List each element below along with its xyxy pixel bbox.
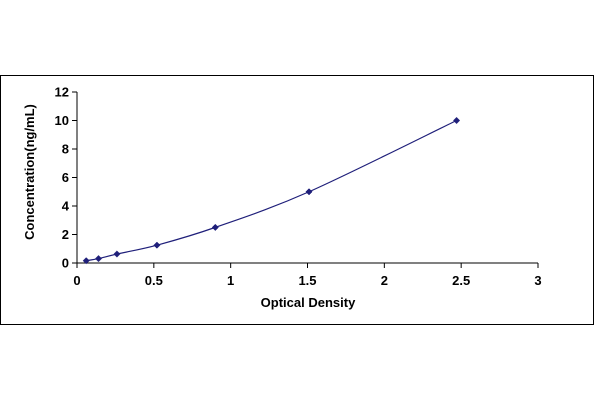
y-tick-label: 12 — [55, 85, 69, 100]
x-tick-label: 2.5 — [452, 273, 470, 288]
axes: 0 2 4 6 8 10 12 0 0.5 1 1.5 2 2.5 3 — [55, 85, 542, 289]
y-tick-label: 10 — [55, 113, 69, 128]
data-point — [305, 188, 313, 196]
data-point — [453, 116, 461, 125]
y-axis-title: Concentration(ng/mL) — [22, 104, 37, 240]
x-tick-label: 0.5 — [145, 273, 163, 288]
y-tick-label: 4 — [62, 199, 70, 214]
y-tick-label: 2 — [62, 227, 69, 242]
x-axis-title: Optical Density — [261, 295, 356, 310]
y-tick-label: 8 — [62, 142, 69, 157]
data-marks — [82, 116, 461, 265]
x-tick-label: 3 — [534, 273, 541, 288]
data-point — [211, 223, 219, 231]
x-tick-label: 0 — [73, 273, 80, 288]
chart-frame — [0, 75, 594, 325]
x-tick-label: 1 — [227, 273, 234, 288]
data-point — [153, 241, 161, 249]
series-line — [86, 119, 457, 262]
data-point — [94, 255, 103, 263]
y-tick-label: 0 — [62, 256, 69, 271]
data-point — [113, 250, 121, 258]
data-point — [82, 257, 90, 265]
x-tick-label: 2 — [381, 273, 388, 288]
x-tick-label: 1.5 — [298, 273, 316, 288]
y-tick-label: 6 — [62, 170, 69, 185]
